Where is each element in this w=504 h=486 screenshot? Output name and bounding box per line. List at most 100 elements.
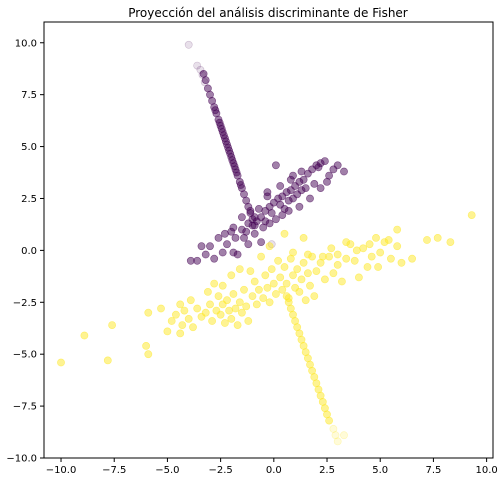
scatter-point xyxy=(397,258,406,267)
scatter-point xyxy=(303,269,312,278)
scatter-point xyxy=(259,294,268,302)
x-tick-label: −2.5 xyxy=(208,465,232,476)
scatter-point xyxy=(333,437,342,446)
scatter-point xyxy=(57,358,65,367)
scatter-point xyxy=(299,233,308,242)
scatter-point xyxy=(278,285,287,294)
scatter-point xyxy=(248,292,257,300)
scatter-point xyxy=(225,306,233,315)
scatter-point xyxy=(352,246,361,255)
scatter-point xyxy=(198,71,207,79)
scatter-point xyxy=(280,263,289,271)
scatter-point xyxy=(257,252,265,261)
scatter-point xyxy=(265,242,274,251)
scatter-point xyxy=(240,233,248,242)
scatter-point xyxy=(171,310,180,319)
scatter-point xyxy=(310,292,319,300)
scatter-point xyxy=(299,175,308,184)
scatter-point xyxy=(186,296,195,305)
chart-title: Proyección del análisis discriminante de… xyxy=(128,6,408,20)
scatter-point xyxy=(280,229,289,238)
y-tick-label: 0.0 xyxy=(21,246,37,257)
scatter-point xyxy=(359,244,368,253)
scatter-point xyxy=(301,296,310,305)
scatter-point xyxy=(374,263,382,271)
scatter-point xyxy=(271,290,280,298)
scatter-point xyxy=(203,287,212,296)
scatter-point xyxy=(235,265,244,273)
scatter-point xyxy=(310,373,319,381)
scatter-point xyxy=(226,149,235,158)
scatter-point xyxy=(312,267,321,275)
scatter-point xyxy=(180,306,189,315)
scatter-point xyxy=(223,240,231,249)
scatter-point xyxy=(246,267,255,275)
scatter-point xyxy=(376,248,385,257)
scatter-point xyxy=(297,275,306,284)
scatter-point xyxy=(301,348,310,356)
scatter-point xyxy=(242,302,251,311)
scatter-point xyxy=(214,292,223,300)
scatter-point xyxy=(271,161,280,170)
scatter-point xyxy=(184,40,193,49)
y-tick-label: 7.5 xyxy=(21,90,37,101)
scatter-point xyxy=(393,242,402,251)
y-tick-label: 10.0 xyxy=(15,38,37,49)
scatter-point xyxy=(342,254,351,263)
scatter-point xyxy=(220,319,229,327)
scatter-point xyxy=(178,321,187,329)
scatter-point xyxy=(163,327,172,336)
scatter-point xyxy=(297,335,306,344)
scatter-point xyxy=(184,314,193,323)
scatter-point xyxy=(293,323,302,332)
scatter-point xyxy=(167,317,176,325)
scatter-point xyxy=(310,179,319,188)
scatter-point xyxy=(176,329,185,338)
y-tick-label: −5.0 xyxy=(13,350,37,361)
scatter-point xyxy=(386,254,395,263)
scatter-point xyxy=(289,271,297,280)
x-tick-label: −7.5 xyxy=(102,465,126,476)
scatter-point xyxy=(223,296,231,305)
scatter-point xyxy=(237,213,246,222)
scatter-point xyxy=(259,223,268,232)
y-tick-label: 2.5 xyxy=(21,194,37,205)
scatter-point xyxy=(342,238,351,246)
y-axis: −10.0 −7.5 −5.0 −2.5 0.0 2.5 5.0 7.5 10.0 xyxy=(6,38,44,465)
scatter-point xyxy=(231,233,240,242)
scatter-point xyxy=(323,177,331,186)
scatter-point xyxy=(235,298,244,307)
scatter-point xyxy=(329,424,338,433)
scatter-point xyxy=(230,162,239,171)
scatter-point xyxy=(216,310,225,319)
scatter-point xyxy=(229,290,238,298)
scatter-point xyxy=(221,137,230,146)
scatter-point xyxy=(306,360,314,369)
scatter-point xyxy=(206,300,214,309)
scatter-point xyxy=(103,356,112,365)
scatter-point xyxy=(306,281,314,290)
y-tick-label: −2.5 xyxy=(13,298,37,309)
scatter-point xyxy=(367,252,376,261)
x-tick-label: 7.5 xyxy=(425,465,441,476)
scatter-point xyxy=(229,223,238,232)
scatter-point xyxy=(337,277,346,286)
scatter-point xyxy=(303,250,312,259)
scatter-point xyxy=(350,256,359,265)
scatter-point xyxy=(329,269,338,278)
scatter-point xyxy=(193,304,202,313)
scatter-point xyxy=(340,167,348,176)
scatter-point xyxy=(197,242,206,251)
scatter-point xyxy=(237,308,246,317)
scatter-point xyxy=(144,308,153,317)
scatter-point xyxy=(318,252,327,261)
y-tick-label: −7.5 xyxy=(13,402,37,413)
scatter-point xyxy=(282,292,291,300)
scatter-point xyxy=(340,431,348,440)
scatter-point xyxy=(320,157,329,165)
scatter-point xyxy=(214,233,223,242)
scatter-point xyxy=(196,65,205,74)
scatter-point xyxy=(267,265,276,273)
scatter-point xyxy=(250,277,259,286)
y-tick-label: 5.0 xyxy=(21,142,37,153)
